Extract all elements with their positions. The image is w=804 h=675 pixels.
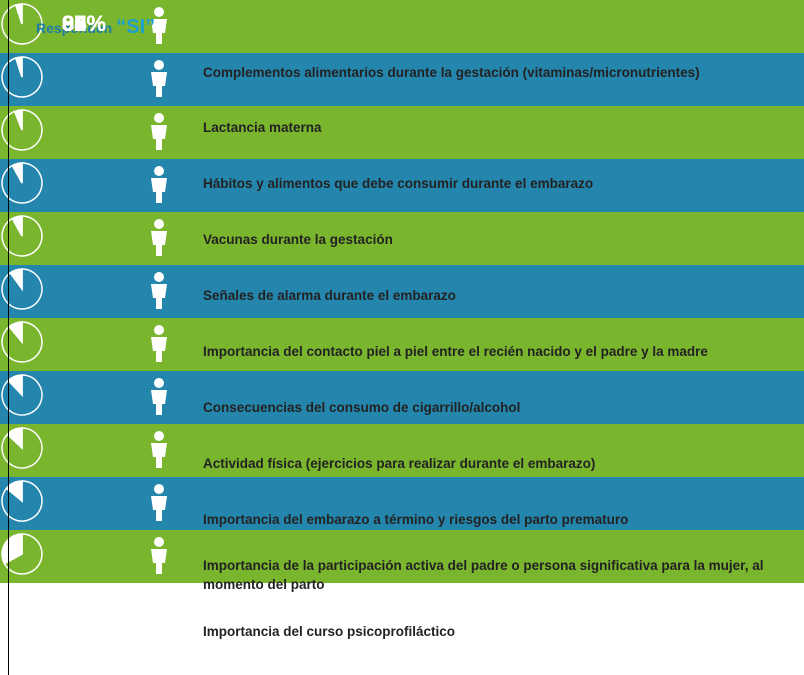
category-label: Importancia del embarazo a término y rie… xyxy=(203,511,629,527)
value-label: 95% xyxy=(62,11,107,36)
row-graphic xyxy=(1,109,167,151)
icon-head xyxy=(154,431,164,441)
value-label: 88% xyxy=(62,11,107,36)
icon-body xyxy=(151,19,167,44)
row-band: 94% xyxy=(0,11,804,159)
icon-head xyxy=(154,166,164,176)
row-graphic xyxy=(1,268,167,310)
icon-head xyxy=(154,378,164,388)
pie-remainder xyxy=(14,3,23,25)
icon-body xyxy=(151,72,167,97)
pie-remainder xyxy=(11,162,23,184)
pie-remainder xyxy=(1,533,23,565)
category-label: Hábitos y alimentos que debe consumir du… xyxy=(203,176,594,192)
row-graphic xyxy=(1,3,167,45)
row-band: 67% xyxy=(0,11,804,583)
row-band: 92% xyxy=(0,11,804,212)
pie-remainder xyxy=(14,56,23,78)
category-label: Importancia del contacto piel a piel ent… xyxy=(203,344,708,359)
value-label: 90% xyxy=(62,11,107,36)
row-graphic xyxy=(1,533,167,575)
icon-head xyxy=(154,219,164,229)
icon-head xyxy=(154,484,164,494)
row-graphic xyxy=(1,215,167,257)
value-label: 94% xyxy=(62,11,107,36)
row-band: 86% xyxy=(0,11,804,530)
row-graphic xyxy=(1,374,167,416)
row-band: 88% xyxy=(0,11,804,424)
row-band: 95% xyxy=(0,0,804,53)
row-band: 95% xyxy=(0,11,804,106)
icon-head xyxy=(154,325,164,335)
category-label: Importancia de la participación activa d… xyxy=(203,558,764,593)
icon-body xyxy=(151,549,167,574)
border-line xyxy=(8,0,9,675)
row-graphic xyxy=(1,321,167,363)
pie-slice xyxy=(3,533,43,575)
value-label: 92% xyxy=(62,11,107,36)
icon-head xyxy=(154,537,164,547)
row-graphic xyxy=(1,480,167,522)
pie-remainder xyxy=(9,268,23,292)
row-graphic xyxy=(1,162,167,204)
icon-body xyxy=(151,284,167,309)
value-label: 86% xyxy=(62,11,107,36)
icon-body xyxy=(151,337,167,362)
value-label: 92% xyxy=(62,11,107,36)
pie-remainder xyxy=(6,427,23,450)
title-emphasis: “SI” xyxy=(116,16,156,38)
row-graphic xyxy=(1,56,167,98)
pie-remainder xyxy=(8,321,23,345)
value-label: 95% xyxy=(62,11,107,36)
value-label: 67% xyxy=(62,11,107,36)
category-label: Consecuencias del consumo de cigarrillo/… xyxy=(203,399,521,415)
icon-body xyxy=(151,496,167,521)
category-label: Lactancia materna xyxy=(203,120,322,136)
category-label: Señales de alarma durante el embarazo xyxy=(203,288,456,304)
pie-remainder xyxy=(13,109,23,131)
icon-head xyxy=(154,272,164,282)
icon-body xyxy=(151,390,167,415)
row-band: 90% xyxy=(0,11,804,318)
icon-body xyxy=(151,178,167,203)
row-graphic xyxy=(1,427,167,469)
icon-body xyxy=(151,443,167,468)
row-band: 92% xyxy=(0,11,804,265)
row-band: 89% xyxy=(0,11,804,371)
icon-head xyxy=(154,7,164,17)
title: Responden “SI” xyxy=(36,16,155,39)
row-band: 87% xyxy=(0,11,804,477)
icon-head xyxy=(154,113,164,123)
pie-remainder xyxy=(5,480,23,503)
icon-head xyxy=(154,60,164,70)
icon-body xyxy=(151,125,167,150)
pie-remainder xyxy=(11,215,23,237)
category-label: Actividad física (ejercicios para realiz… xyxy=(203,455,596,471)
pie-slice xyxy=(1,321,43,363)
icon-body xyxy=(151,231,167,256)
category-label: Complementos alimentarios durante la ges… xyxy=(203,64,700,80)
category-label: Vacunas durante la gestación xyxy=(203,232,393,248)
category-label: Importancia del curso psicoprofiláctico xyxy=(203,623,456,639)
value-label: 89% xyxy=(62,11,107,36)
title-text: Responden xyxy=(36,20,113,36)
value-label: 87% xyxy=(62,11,107,36)
